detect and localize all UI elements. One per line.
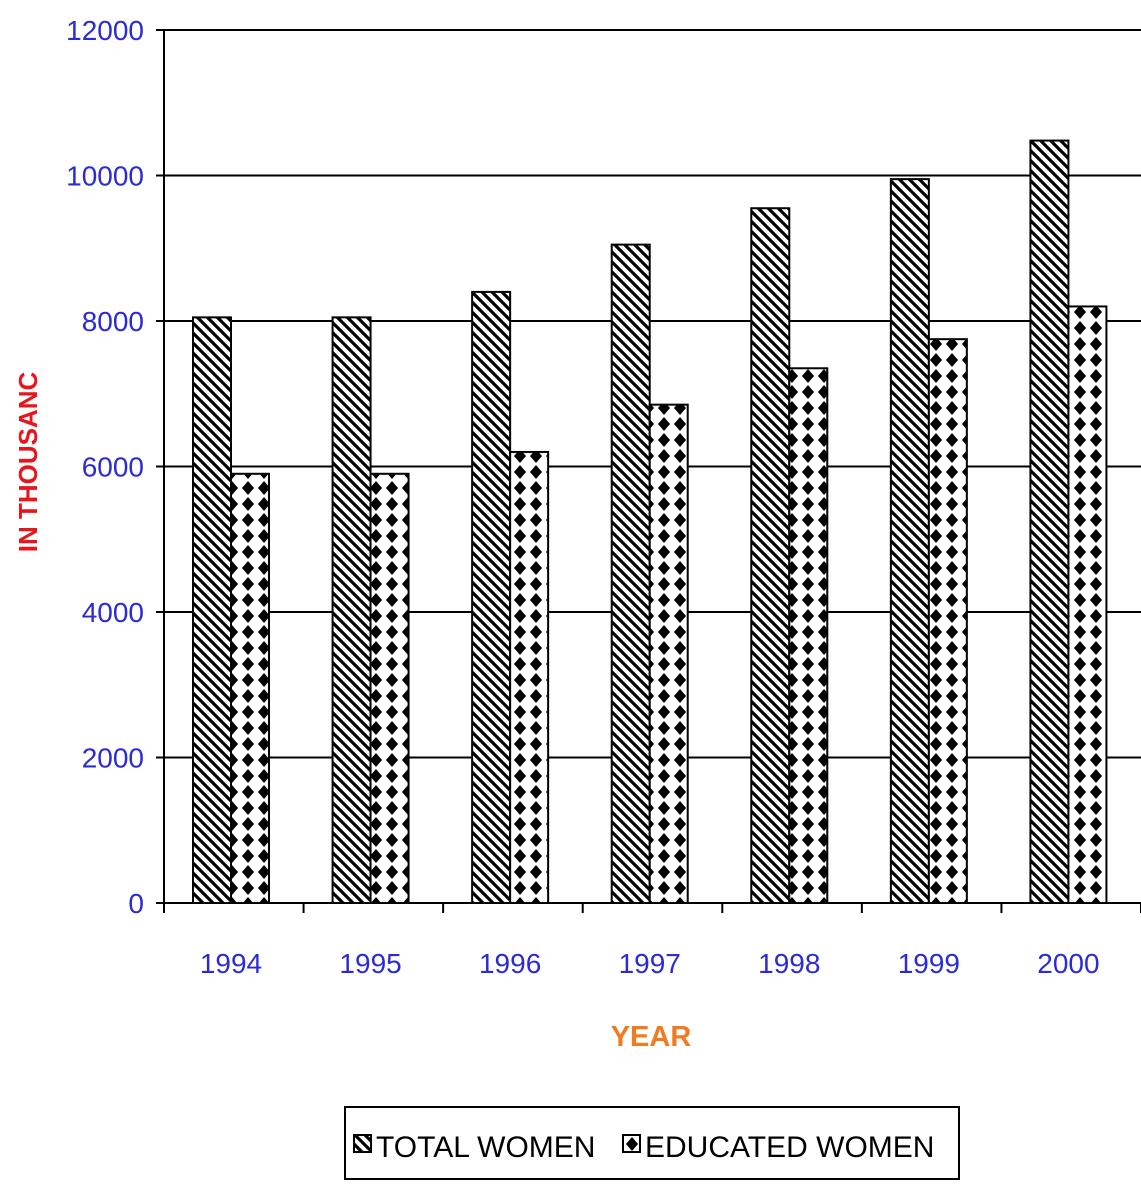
bar-educated-women-1994: [230, 472, 270, 904]
bar-educated-women-1998: [788, 367, 829, 905]
bar-educated-women-1996: [509, 450, 550, 904]
bar-total-women-1994: [192, 316, 232, 904]
x-tick-label: 1997: [619, 948, 681, 979]
x-tick-label: 2000: [1037, 948, 1099, 979]
y-tick-label: 6000: [82, 452, 144, 483]
bar-total-women-1999: [889, 178, 930, 904]
bar-total-women-1995: [331, 316, 372, 904]
y-tick-label: 2000: [82, 743, 144, 774]
x-tick-label: 1994: [200, 948, 262, 979]
bar-educated-women-2000: [1067, 305, 1108, 904]
bar-total-women-1997: [610, 243, 651, 905]
y-tick-labels: 0 2000 4000 6000 8000 10000 12000: [66, 15, 144, 919]
bars: [192, 139, 1108, 905]
legend-label-total-women: TOTAL WOMEN: [376, 1131, 595, 1164]
axes: [163, 30, 1141, 913]
y-tick-label: 8000: [82, 306, 144, 337]
y-tick-label: 4000: [82, 597, 144, 628]
x-tick-labels: 1994 1995 1996 1997 1998 1999 2000: [200, 948, 1100, 979]
x-tick-label: 1998: [758, 948, 820, 979]
bar-educated-women-1997: [648, 403, 689, 904]
x-axis-label: YEAR: [611, 1021, 692, 1053]
bar-educated-women-1999: [927, 338, 968, 904]
legend-swatch-educated-women: [622, 1134, 641, 1153]
y-axis-label: IN THOUSANC: [13, 372, 43, 553]
legend-label-educated-women: EDUCATED WOMEN: [645, 1131, 934, 1164]
bar-total-women-1996: [471, 290, 512, 904]
legend-box: [344, 1106, 960, 1180]
bar-total-women-1998: [750, 207, 791, 905]
bar-educated-women-1995: [369, 472, 410, 904]
x-tick-label: 1999: [898, 948, 960, 979]
y-tick-label: 12000: [66, 15, 144, 46]
legend: TOTAL WOMEN EDUCATED WOMEN: [344, 1106, 960, 1180]
x-tick-label: 1995: [339, 948, 401, 979]
x-tick-label: 1996: [479, 948, 541, 979]
legend-swatch-total-women: [353, 1134, 372, 1153]
y-tick-label: 0: [128, 888, 144, 919]
bar-total-women-2000: [1029, 139, 1070, 904]
y-tick-label: 10000: [66, 161, 144, 192]
